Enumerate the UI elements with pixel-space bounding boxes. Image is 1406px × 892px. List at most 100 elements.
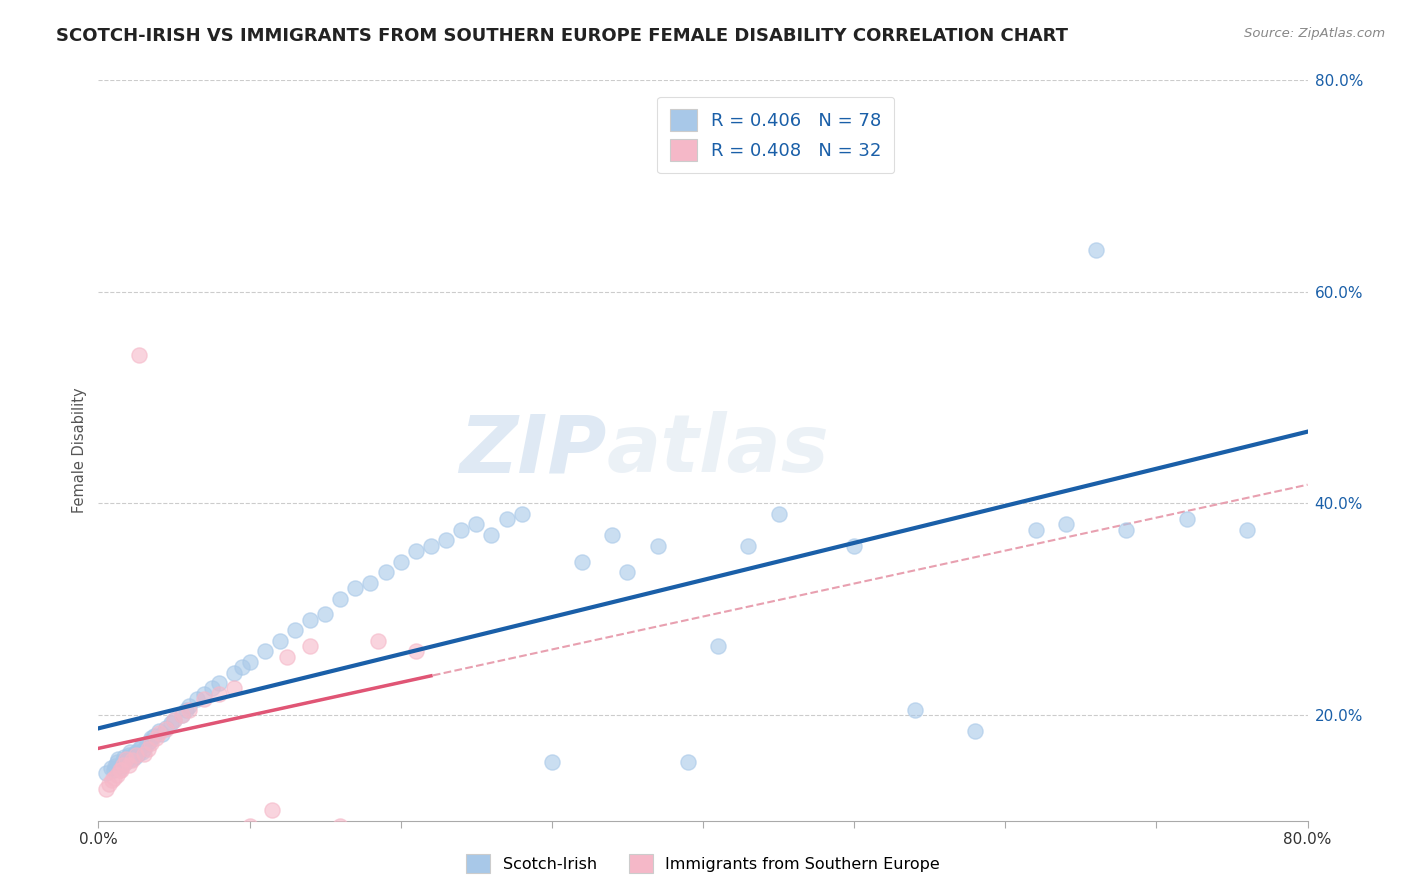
Point <box>495 512 517 526</box>
Point <box>510 507 533 521</box>
Point <box>374 565 396 579</box>
Point <box>132 741 155 756</box>
Point <box>94 781 117 796</box>
Point <box>314 607 336 622</box>
Point <box>676 756 699 770</box>
Point <box>405 544 427 558</box>
Y-axis label: Female Disability: Female Disability <box>72 388 87 513</box>
Point <box>239 819 262 833</box>
Point <box>160 716 183 731</box>
Point <box>1024 523 1046 537</box>
Point <box>707 639 730 653</box>
Point <box>135 738 157 752</box>
Point <box>107 752 129 766</box>
Point <box>111 757 134 772</box>
Point <box>143 729 166 743</box>
Point <box>131 745 153 759</box>
Point <box>186 692 208 706</box>
Point <box>104 758 127 772</box>
Point <box>276 649 298 664</box>
Point <box>155 722 177 736</box>
Point <box>284 624 307 638</box>
Point <box>98 776 121 791</box>
Point <box>616 565 638 579</box>
Point <box>139 734 162 748</box>
Point <box>94 766 117 780</box>
Point <box>132 747 155 761</box>
Point <box>170 707 193 722</box>
Point <box>105 768 128 782</box>
Point <box>262 803 284 817</box>
Point <box>100 761 122 775</box>
Point <box>179 703 201 717</box>
Point <box>118 757 141 772</box>
Point <box>1054 517 1077 532</box>
Point <box>179 699 201 714</box>
Point <box>224 665 246 680</box>
Point <box>239 655 262 669</box>
Point <box>844 539 866 553</box>
Point <box>420 539 443 553</box>
Text: atlas: atlas <box>606 411 830 490</box>
Point <box>647 539 669 553</box>
Point <box>141 736 163 750</box>
Point <box>737 539 759 553</box>
Point <box>329 819 352 833</box>
Point <box>114 756 136 770</box>
Point <box>120 745 142 759</box>
Point <box>115 752 138 766</box>
Point <box>148 726 170 740</box>
Point <box>141 731 163 746</box>
Point <box>125 745 148 759</box>
Text: ZIP: ZIP <box>458 411 606 490</box>
Point <box>1115 523 1137 537</box>
Point <box>768 507 790 521</box>
Point <box>170 707 193 722</box>
Text: Source: ZipAtlas.com: Source: ZipAtlas.com <box>1244 27 1385 40</box>
Point <box>360 575 382 590</box>
Point <box>465 517 488 532</box>
Point <box>389 554 412 569</box>
Point <box>208 676 231 690</box>
Point <box>121 753 143 767</box>
Point <box>224 681 246 696</box>
Point <box>253 644 276 658</box>
Point <box>269 633 291 648</box>
Point <box>105 756 128 770</box>
Point <box>125 747 148 762</box>
Point <box>299 613 322 627</box>
Point <box>124 750 146 764</box>
Point <box>540 756 562 770</box>
Point <box>110 757 132 772</box>
Point <box>231 660 253 674</box>
Point <box>201 681 224 696</box>
Point <box>450 523 472 537</box>
Point <box>299 639 322 653</box>
Text: SCOTCH-IRISH VS IMMIGRANTS FROM SOUTHERN EUROPE FEMALE DISABILITY CORRELATION CH: SCOTCH-IRISH VS IMMIGRANTS FROM SOUTHERN… <box>56 27 1069 45</box>
Point <box>904 703 927 717</box>
Point <box>128 348 150 362</box>
Point <box>118 747 141 762</box>
Point <box>148 723 170 738</box>
Point <box>129 739 152 754</box>
Point <box>145 731 167 746</box>
Point <box>344 581 367 595</box>
Point <box>434 533 457 548</box>
Point <box>121 752 143 766</box>
Point <box>103 772 125 786</box>
Point <box>108 761 131 775</box>
Point <box>163 713 186 727</box>
Point <box>111 755 134 769</box>
Point <box>122 747 145 762</box>
Point <box>112 750 135 764</box>
Point <box>127 747 149 761</box>
Point <box>128 741 150 756</box>
Point <box>101 773 124 788</box>
Point <box>571 554 593 569</box>
Point <box>103 763 125 777</box>
Point <box>114 752 136 766</box>
Point <box>208 687 231 701</box>
Point <box>329 591 352 606</box>
Legend: Scotch-Irish, Immigrants from Southern Europe: Scotch-Irish, Immigrants from Southern E… <box>460 847 946 880</box>
Point <box>155 721 177 735</box>
